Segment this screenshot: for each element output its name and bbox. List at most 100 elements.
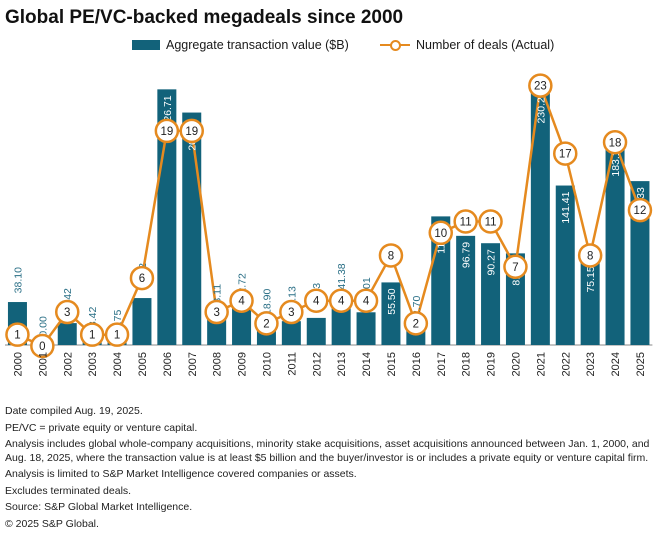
combo-chart: 38.100.0019.428.425.7541.62226.71206.132…	[5, 73, 653, 376]
deal-count-label-2017: 10	[434, 228, 447, 240]
deal-marker-2001	[30, 333, 55, 359]
bar-value-label-2022: 141.41	[560, 191, 572, 223]
note-exclusions: Excludes terminated deals.	[5, 484, 132, 497]
deal-count-label-2024: 18	[609, 137, 622, 149]
bar-2021	[530, 85, 550, 345]
note-source: Source: S&P Global Market Intelligence.	[5, 501, 193, 513]
deal-marker-2012	[304, 288, 329, 313]
x-tick-label-2010: 2010	[261, 352, 273, 376]
bar-2008	[207, 318, 227, 345]
x-tick-label-2014: 2014	[361, 352, 373, 376]
bar-value-label-2021: 230.29	[535, 91, 547, 123]
deal-marker-2004	[104, 322, 130, 347]
note-coverage: Analysis is limited to S&P Market Intell…	[5, 468, 357, 480]
deal-marker-2006	[154, 118, 180, 144]
deal-count-label-2019: 11	[485, 216, 497, 228]
x-tick-label-2025: 2025	[635, 352, 647, 376]
bar-2009	[232, 308, 252, 345]
bar-value-label-2013: 41.38	[336, 263, 348, 289]
deal-count-label-2010: 2	[263, 318, 269, 330]
bar-2012	[306, 317, 326, 345]
deal-count-label-2018: 11	[460, 216, 472, 228]
note-definition: PE/VC = private equity or venture capita…	[5, 421, 198, 434]
deal-count-label-2011: 3	[288, 307, 294, 319]
deal-marker-2017	[428, 220, 453, 246]
legend-label-transaction-value: Aggregate transaction value ($B)	[166, 38, 349, 52]
deal-count-label-2004: 1	[114, 330, 120, 342]
deal-marker-2019	[478, 209, 503, 234]
bar-2015	[381, 282, 401, 345]
deal-count-label-2025: 12	[634, 205, 647, 217]
x-tick-label-2013: 2013	[336, 352, 348, 376]
deal-count-label-2002: 3	[64, 307, 70, 319]
deal-marker-2014	[353, 288, 379, 313]
bar-2014	[356, 312, 376, 345]
x-tick-label-2000: 2000	[12, 352, 24, 376]
legend-label-number-of-deals: Number of deals (Actual)	[416, 38, 555, 52]
deal-count-label-2009: 4	[238, 296, 245, 308]
bar-2019	[481, 243, 501, 345]
deal-marker-2000	[5, 322, 30, 347]
deal-marker-2015	[378, 243, 404, 268]
x-tick-label-2020: 2020	[510, 352, 522, 376]
deal-count-label-2014: 4	[363, 296, 370, 308]
deal-marker-2022	[553, 141, 578, 166]
deal-count-label-2013: 4	[338, 296, 345, 308]
note-scope: Analysis includes global whole-company a…	[5, 438, 650, 464]
x-tick-label-2024: 2024	[610, 352, 622, 376]
chart-title: Global PE/VC-backed megadeals since 2000	[5, 7, 404, 28]
x-tick-label-2008: 2008	[212, 352, 224, 376]
x-tick-label-2002: 2002	[62, 352, 74, 376]
chart-legend: Aggregate transaction value ($B) Number …	[0, 38, 660, 56]
deal-marker-2007	[179, 118, 204, 144]
deal-marker-2003	[79, 322, 105, 347]
deal-count-label-2005: 6	[139, 273, 145, 285]
deal-marker-2018	[453, 209, 478, 234]
deal-marker-2024	[602, 130, 628, 155]
x-tick-label-2003: 2003	[87, 352, 99, 376]
deal-marker-2010	[254, 311, 279, 336]
bar-2022	[555, 185, 575, 345]
x-tick-label-2001: 2001	[37, 352, 49, 376]
legend-item-number-of-deals: Number of deals (Actual)	[380, 38, 554, 52]
deal-count-label-2008: 3	[213, 307, 219, 319]
bar-value-label-2015: 55.50	[386, 288, 398, 314]
bar-2024	[605, 138, 625, 345]
deal-count-label-2000: 1	[14, 330, 20, 342]
deal-count-label-2023: 8	[587, 250, 593, 262]
x-tick-label-2012: 2012	[311, 352, 323, 376]
bar-value-label-2019: 90.27	[486, 249, 498, 275]
x-tick-label-2019: 2019	[486, 352, 498, 376]
deal-marker-2009	[229, 288, 254, 313]
deal-count-label-2006: 19	[160, 126, 173, 138]
legend-item-transaction-value: Aggregate transaction value ($B)	[132, 38, 349, 52]
note-date: Date compiled Aug. 19, 2025.	[5, 405, 143, 417]
bar-value-label-2001: 0.00	[37, 316, 49, 337]
deal-count-label-2003: 1	[89, 330, 95, 342]
deal-count-label-2007: 19	[185, 126, 198, 138]
bar-value-label-2010: 18.90	[261, 289, 273, 315]
deal-marker-2025	[627, 197, 653, 223]
deal-count-label-2020: 7	[512, 262, 518, 274]
x-tick-label-2005: 2005	[137, 352, 149, 376]
bar-2018	[456, 235, 476, 345]
deal-marker-2016	[403, 311, 429, 336]
chart-notes: Date compiled Aug. 19, 2025. PE/VC = pri…	[5, 405, 655, 534]
deal-count-label-2016: 2	[413, 318, 419, 330]
deal-count-label-2001: 0	[39, 341, 45, 353]
deal-count-label-2022: 17	[559, 149, 572, 161]
bar-value-label-2000: 38.10	[12, 267, 24, 293]
x-tick-label-2017: 2017	[436, 352, 448, 376]
bar-2023	[580, 260, 600, 345]
deal-marker-2005	[129, 265, 155, 291]
x-tick-label-2023: 2023	[585, 352, 597, 376]
x-tick-label-2011: 2011	[286, 352, 298, 376]
deal-count-label-2021: 23	[534, 81, 547, 93]
deal-marker-2013	[328, 288, 354, 313]
bar-2011	[281, 321, 301, 345]
note-copyright: © 2025 S&P Global.	[5, 517, 99, 530]
deal-marker-2002	[55, 299, 80, 325]
legend-line-swatch	[380, 39, 410, 51]
x-tick-label-2004: 2004	[112, 352, 124, 376]
bar-2002	[57, 323, 77, 345]
